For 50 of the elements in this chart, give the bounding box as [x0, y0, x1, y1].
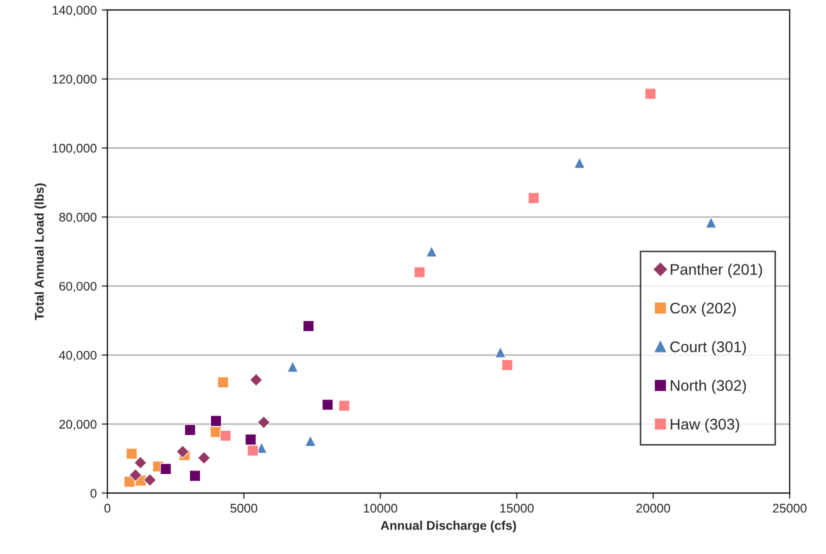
legend-label: Court (301)	[670, 341, 746, 356]
point	[322, 398, 334, 410]
point	[528, 192, 540, 204]
point	[126, 448, 138, 460]
y-tick-label: 0	[90, 488, 96, 498]
legend-label: North (302)	[670, 380, 746, 394]
point	[494, 346, 506, 358]
point	[705, 216, 717, 228]
x-tick-label: 15000	[500, 504, 534, 513]
point	[220, 430, 232, 442]
x-axis-title: Annual Discharge (cfs)	[380, 520, 516, 532]
point	[250, 373, 263, 386]
point	[217, 376, 229, 388]
legend-label: Haw (303)	[670, 418, 740, 433]
y-tick-label: 100,000	[52, 144, 96, 154]
point	[197, 451, 211, 464]
point	[574, 157, 586, 169]
y-tick-label: 60,000	[59, 282, 96, 292]
y-axis-title: Total Annual Load (lbs)	[34, 183, 46, 320]
x-tick-label: 20000	[636, 504, 670, 513]
x-tick-label: 25000	[772, 504, 807, 513]
x-tick-label: 5000	[230, 504, 258, 513]
point	[302, 320, 314, 332]
point	[210, 415, 222, 427]
x-tick-label: 0	[104, 504, 110, 513]
point	[176, 445, 190, 458]
x-tick-label: 10000	[364, 504, 398, 513]
point	[304, 435, 316, 447]
y-tick-label: 80,000	[59, 212, 96, 224]
legend-label: Cox (202)	[670, 302, 736, 317]
point	[189, 470, 201, 482]
point	[184, 424, 196, 436]
point	[257, 416, 270, 429]
point	[244, 434, 256, 446]
point	[426, 246, 438, 258]
point	[143, 473, 157, 487]
point	[501, 359, 513, 371]
point	[644, 88, 656, 100]
point	[128, 468, 142, 482]
point	[286, 361, 298, 372]
y-tick-label: 20,000	[59, 420, 96, 430]
y-tick-label: 40,000	[59, 350, 96, 362]
point	[338, 400, 350, 412]
point	[247, 444, 259, 456]
y-tick-label: 140,000	[52, 6, 96, 16]
point	[134, 456, 147, 470]
legend-label: Panther (201)	[670, 264, 762, 278]
y-tick-label: 120,000	[52, 74, 96, 86]
point	[414, 266, 426, 278]
point	[160, 463, 172, 475]
